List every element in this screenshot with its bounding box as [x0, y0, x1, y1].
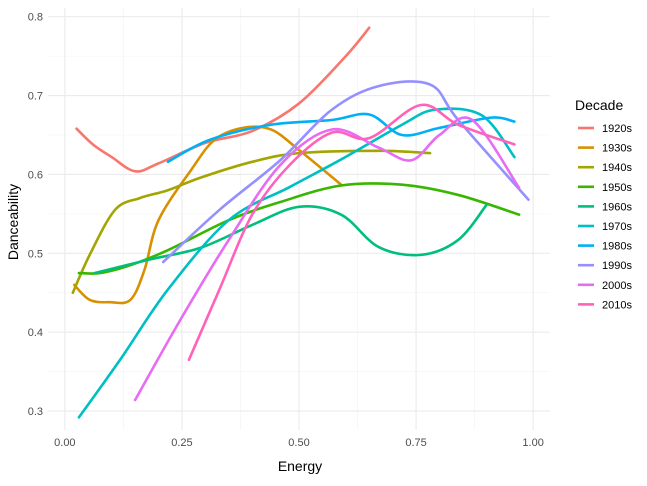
series-line: [166, 112, 516, 164]
series-line: [93, 203, 488, 275]
y-tick-label: 0.8: [28, 12, 43, 24]
x-tick-label: 1.00: [522, 437, 543, 449]
x-axis-title: Energy: [278, 458, 322, 474]
series-line: [77, 107, 516, 419]
legend-label: 1940s: [602, 162, 632, 174]
x-tick-label: 0.75: [405, 437, 426, 449]
series-line: [75, 26, 371, 173]
legend-label: 2010s: [602, 299, 632, 311]
series-line: [133, 116, 521, 402]
x-tick-label: 0.50: [288, 437, 309, 449]
legend-label: 1920s: [602, 123, 632, 135]
y-tick-label: 0.3: [28, 406, 43, 418]
legend-title: Decade: [575, 97, 623, 113]
legend-label: 1970s: [602, 221, 632, 233]
series-line: [187, 103, 516, 362]
series-line: [71, 149, 432, 295]
legend-label: 1950s: [602, 182, 632, 194]
legend-label: 2000s: [602, 280, 632, 292]
y-axis-title: Danceability: [5, 184, 21, 260]
legend-label: 1960s: [602, 201, 632, 213]
x-tick-label: 0.25: [171, 437, 192, 449]
legend-label: 1990s: [602, 260, 632, 272]
legend-label: 1930s: [602, 143, 632, 155]
y-tick-label: 0.5: [28, 248, 43, 260]
y-tick-label: 0.7: [28, 91, 43, 103]
series-line: [72, 125, 343, 305]
x-tick-label: 0.00: [54, 437, 75, 449]
y-tick-label: 0.6: [28, 169, 43, 181]
y-tick-label: 0.4: [28, 327, 43, 339]
legend-label: 1980s: [602, 241, 632, 253]
